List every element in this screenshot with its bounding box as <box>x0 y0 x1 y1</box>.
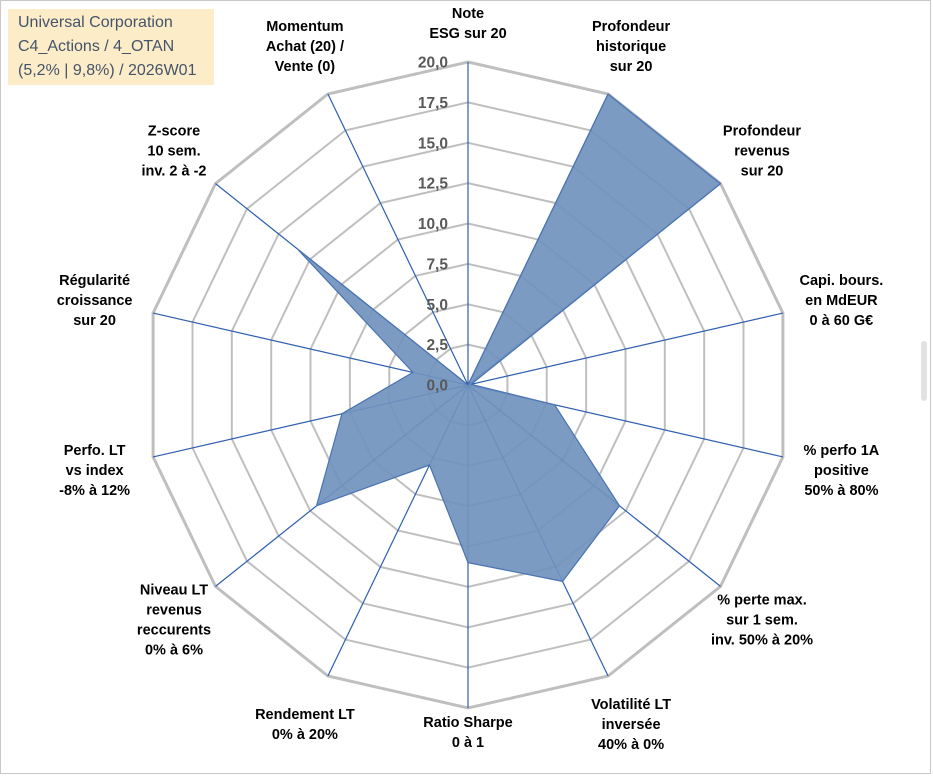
axis-label-group: Volatilité LT inversée 40% à 0% <box>591 697 671 753</box>
axis-label: reccurents <box>137 622 211 638</box>
tick-label: 20,0 <box>418 55 448 72</box>
axis-label: -8% à 12% <box>59 483 130 499</box>
axis-labels: Note ESG sur 20 Profondeur historique sur 20… <box>57 6 884 753</box>
tick-label: 2,5 <box>426 337 448 354</box>
axis-label: 10 sem. <box>147 144 200 160</box>
axis-label: en MdEUR <box>805 293 878 309</box>
tick-label: 17,5 <box>418 95 449 112</box>
axis-label: Vente (0) <box>275 59 336 75</box>
axis-label: inv. 50% à 20% <box>711 632 813 648</box>
axis-label: 0 à 60 G€ <box>810 313 874 329</box>
series-area <box>296 93 722 583</box>
title-category: C4_Actions / 4_OTAN <box>18 38 175 55</box>
axis-label: vs index <box>66 463 124 479</box>
axis-label: 40% à 0% <box>598 737 664 753</box>
axis-label: 0% à 20% <box>272 727 338 743</box>
axis-label: Profondeur <box>723 124 801 140</box>
axis-label: % perfo 1A <box>804 443 880 459</box>
axis-label: sur 20 <box>73 313 116 329</box>
axis-label: inversée <box>602 717 661 733</box>
axis-label: revenus <box>146 602 202 618</box>
axis-label: Profondeur <box>592 19 670 35</box>
axis-label-group: Niveau LT revenus reccurents 0% à 6% <box>137 582 211 658</box>
axis-label: 0 à 1 <box>452 735 484 751</box>
axis-label-group: Perfo. LT vs index -8% à 12% <box>59 443 130 499</box>
scrollbar-thumb[interactable] <box>921 341 927 401</box>
axis-label: Rendement LT <box>255 707 355 723</box>
axis-label: positive <box>814 463 869 479</box>
tick-label: 10,0 <box>418 216 448 233</box>
axis-label-group: Z-score 10 sem. inv. 2 à -2 <box>141 124 206 180</box>
axis-label: ESG sur 20 <box>429 26 506 42</box>
axis-label-group: Régularité croissance sur 20 <box>57 273 133 329</box>
axis-label: sur 20 <box>610 59 653 75</box>
axis-label: % perte max. <box>717 592 806 608</box>
axis-label: 0% à 6% <box>145 642 203 658</box>
axis-label-group: Profondeur historique sur 20 <box>592 19 670 75</box>
axis-label: Z-score <box>148 124 200 140</box>
axis-label-group: Rendement LT 0% à 20% <box>255 707 355 743</box>
axis-label: inv. 2 à -2 <box>141 164 206 180</box>
axis-spoke <box>467 312 784 386</box>
title-company: Universal Corporation <box>18 14 173 31</box>
axis-label: sur 20 <box>741 164 784 180</box>
axis-label: Capi. bours. <box>800 273 884 289</box>
axis-label: croissance <box>57 293 133 309</box>
axis-label: revenus <box>734 144 790 160</box>
axis-label: Achat (20) / <box>266 39 344 55</box>
series <box>296 93 722 583</box>
tick-label: 12,5 <box>418 176 449 193</box>
chart-title-box: Universal Corporation C4_Actions / 4_OTA… <box>8 9 214 85</box>
tick-label: 0,0 <box>426 378 448 395</box>
title-stats: (5,2% | 9,8%) / 2026W01 <box>18 62 197 79</box>
axis-label: Régularité <box>59 273 130 289</box>
axis-label-group: Profondeur revenus sur 20 <box>723 124 801 180</box>
axis-label-group: Note ESG sur 20 <box>429 6 506 42</box>
axis-label-group: % perte max. sur 1 sem. inv. 50% à 20% <box>711 592 813 648</box>
axis-label: Volatilité LT <box>591 697 671 713</box>
axis-spoke <box>327 93 469 386</box>
axis-label: sur 1 sem. <box>726 612 798 628</box>
axis-label: Niveau LT <box>140 582 208 598</box>
tick-label: 15,0 <box>418 135 448 152</box>
axis-label: Ratio Sharpe <box>423 715 512 731</box>
axis-label: Perfo. LT <box>64 443 126 459</box>
axis-label-group: Ratio Sharpe 0 à 1 <box>423 715 512 751</box>
axis-label: 50% à 80% <box>804 483 878 499</box>
axis-label: Note <box>452 6 484 22</box>
axis-label: Momentum <box>266 19 343 35</box>
tick-label: 7,5 <box>426 256 448 273</box>
axis-label-group: Capi. bours. en MdEUR 0 à 60 G€ <box>800 273 884 329</box>
axis-label-group: % perfo 1A positive 50% à 80% <box>804 443 880 499</box>
vertical-scrollbar[interactable] <box>918 1 930 773</box>
axis-label-group: Momentum Achat (20) / Vente (0) <box>266 19 344 75</box>
tick-label: 5,0 <box>426 297 448 314</box>
axis-label: historique <box>596 39 666 55</box>
tick-labels: 0,0 2,5 5,0 7,5 10,0 12,5 15,0 17,5 20,0 <box>418 55 449 395</box>
